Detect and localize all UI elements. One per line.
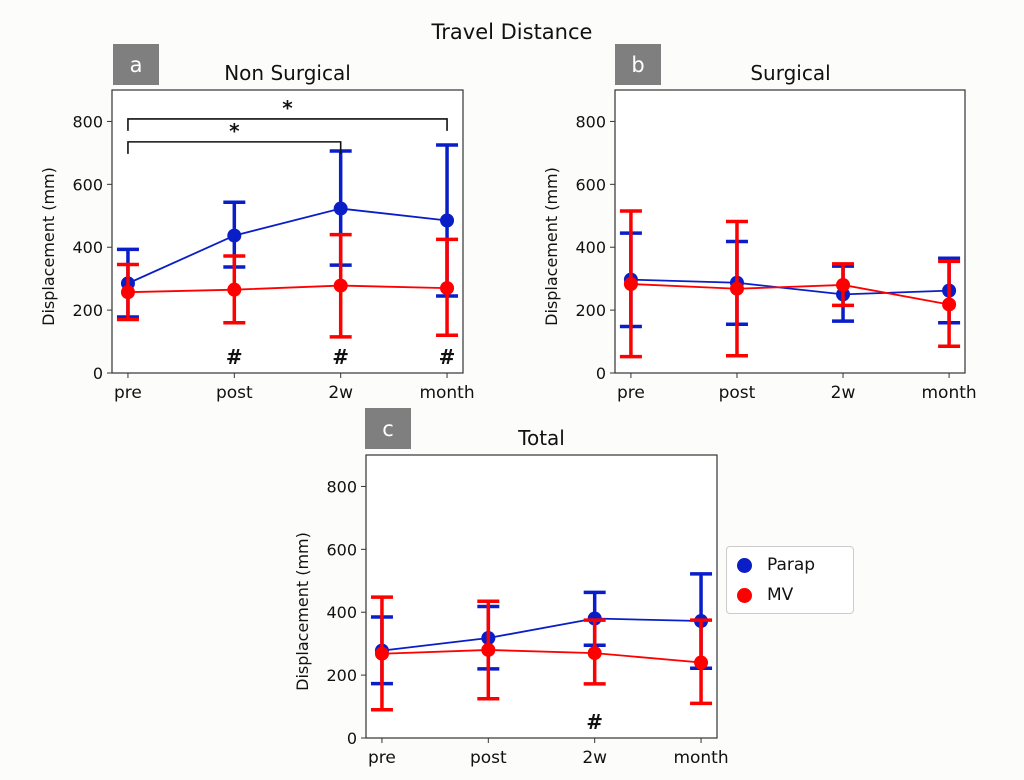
axes-frame xyxy=(111,89,464,374)
data-point xyxy=(120,285,135,300)
y-tick-label: 200 xyxy=(72,301,103,320)
data-point xyxy=(729,281,744,296)
series-mv xyxy=(116,232,459,339)
data-point xyxy=(942,297,957,312)
x-tick-label: pre xyxy=(617,383,645,403)
y-tick-label: 800 xyxy=(575,112,606,131)
figure-title: Travel Distance xyxy=(431,20,593,44)
y-tick-label: 600 xyxy=(575,175,606,194)
significance-label: * xyxy=(282,96,293,120)
panel-label-c: c xyxy=(365,408,411,449)
series-line xyxy=(127,207,448,285)
y-tick-label: 400 xyxy=(72,238,103,257)
y-tick-label: 0 xyxy=(93,364,103,383)
x-tick-label: month xyxy=(921,383,976,403)
x-tick-label: post xyxy=(216,383,253,403)
hash-marker: # xyxy=(586,710,603,734)
data-point xyxy=(333,278,348,293)
legend: Parap MV xyxy=(726,546,854,614)
x-tick-label: 2w xyxy=(831,383,856,403)
y-tick-label: 800 xyxy=(72,112,103,131)
panel-title-b: Surgical xyxy=(750,61,831,85)
series-line xyxy=(381,617,702,652)
data-point xyxy=(440,281,455,296)
data-point xyxy=(694,655,709,670)
data-point xyxy=(374,646,389,661)
axes-frame xyxy=(365,454,718,739)
y-tick-label: 800 xyxy=(326,477,357,496)
data-point xyxy=(481,642,496,657)
legend-item-mv: MV xyxy=(737,585,793,605)
x-tick-label: pre xyxy=(114,383,142,403)
y-tick-label: 400 xyxy=(575,238,606,257)
x-tick-label: 2w xyxy=(328,383,353,403)
significance-label: * xyxy=(229,119,240,143)
x-tick-label: post xyxy=(719,383,756,403)
y-tick-label: 600 xyxy=(326,540,357,559)
x-tick-label: post xyxy=(470,748,507,768)
significance-bracket xyxy=(127,118,448,131)
x-tick-label: month xyxy=(673,748,728,768)
y-tick-label: 200 xyxy=(326,666,357,685)
panel-title-a: Non Surgical xyxy=(224,61,351,85)
data-point xyxy=(227,228,242,243)
series-mv xyxy=(370,595,713,712)
panel-a: 0 200 400 600 800 pre post 2w month Displacement … xyxy=(39,89,475,403)
data-point xyxy=(836,277,851,292)
legend-label-parap: Parap xyxy=(767,555,816,575)
x-tick-label: pre xyxy=(368,748,396,768)
y-tick-label: 600 xyxy=(72,175,103,194)
x-tick-label: 2w xyxy=(582,748,607,768)
panel-label-b: b xyxy=(615,44,661,85)
panel-title-c: Total xyxy=(518,426,565,450)
panel-b: 0 200 400 600 800 pre post 2w month Displacement … xyxy=(542,89,977,403)
series-mv xyxy=(619,209,961,359)
y-axis-label: Displacement (mm) xyxy=(293,532,312,691)
y-tick-label: 0 xyxy=(347,729,357,748)
data-point xyxy=(623,277,638,292)
y-tick-label: 400 xyxy=(326,603,357,622)
y-axis-label: Displacement (mm) xyxy=(39,167,58,326)
series-line xyxy=(381,649,702,664)
panel-label-a: a xyxy=(113,44,159,85)
y-tick-label: 200 xyxy=(575,301,606,320)
series-line xyxy=(630,278,950,296)
data-point xyxy=(587,646,602,661)
series-line xyxy=(127,284,448,294)
legend-item-parap: Parap xyxy=(737,555,815,575)
axes-frame xyxy=(614,89,966,374)
data-point xyxy=(227,282,242,297)
y-axis-label: Displacement (mm) xyxy=(542,167,561,326)
legend-marker-mv xyxy=(737,587,752,603)
data-point xyxy=(333,201,348,216)
x-tick-label: month xyxy=(419,383,474,403)
panel-c: 0 200 400 600 800 pre post 2w month Displacement … xyxy=(293,454,729,768)
legend-label-mv: MV xyxy=(767,585,794,605)
hash-marker: # xyxy=(439,345,456,369)
y-tick-label: 0 xyxy=(596,364,606,383)
legend-marker-parap xyxy=(737,557,752,573)
significance-bracket xyxy=(127,141,342,154)
series-line xyxy=(630,283,950,306)
hash-marker: # xyxy=(226,345,243,369)
hash-marker: # xyxy=(332,345,349,369)
data-point xyxy=(440,213,455,228)
